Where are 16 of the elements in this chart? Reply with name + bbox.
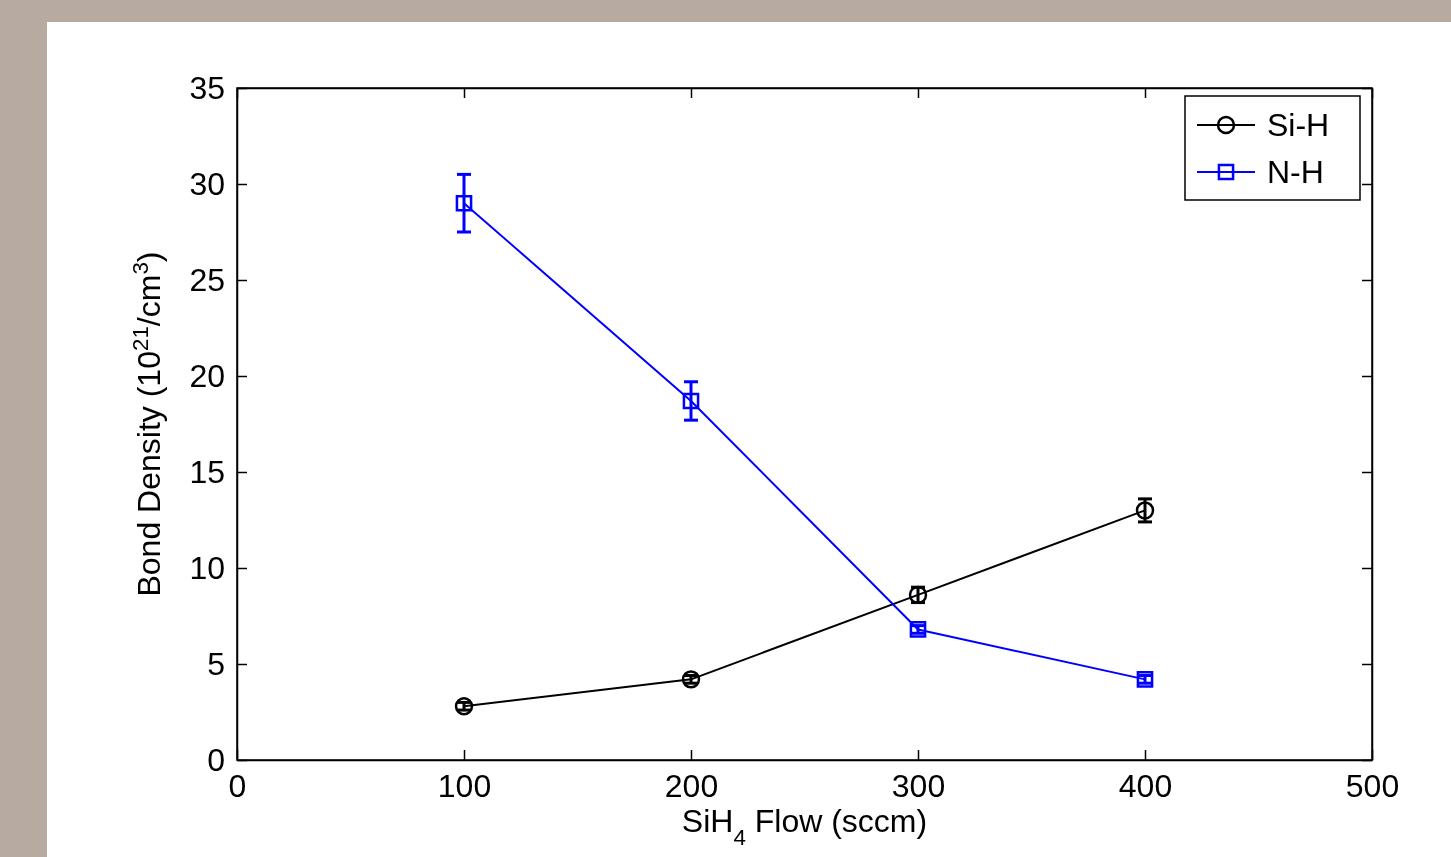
y-tick-label: 0 (207, 741, 225, 778)
y-tick-label: 10 (189, 549, 225, 586)
y-tick-label: 15 (189, 453, 225, 490)
x-tick-label: 500 (1345, 767, 1400, 804)
y-tick-label: 5 (207, 645, 225, 682)
x-tick-label: 200 (664, 767, 719, 804)
y-tick-label: 35 (189, 69, 225, 106)
y-tick-label: 25 (189, 261, 225, 298)
x-tick-label: 100 (437, 767, 492, 804)
x-tick-label: 400 (1118, 767, 1173, 804)
y-tick-label: 30 (189, 165, 225, 202)
legend-label: N-H (1267, 154, 1324, 190)
legend-label: Si-H (1267, 107, 1330, 143)
x-axis-title: SiH$_{4}$ Flow (sccm) (681, 803, 928, 850)
x-tick-label: 300 (891, 767, 946, 804)
y-tick-label: 20 (189, 357, 225, 394)
